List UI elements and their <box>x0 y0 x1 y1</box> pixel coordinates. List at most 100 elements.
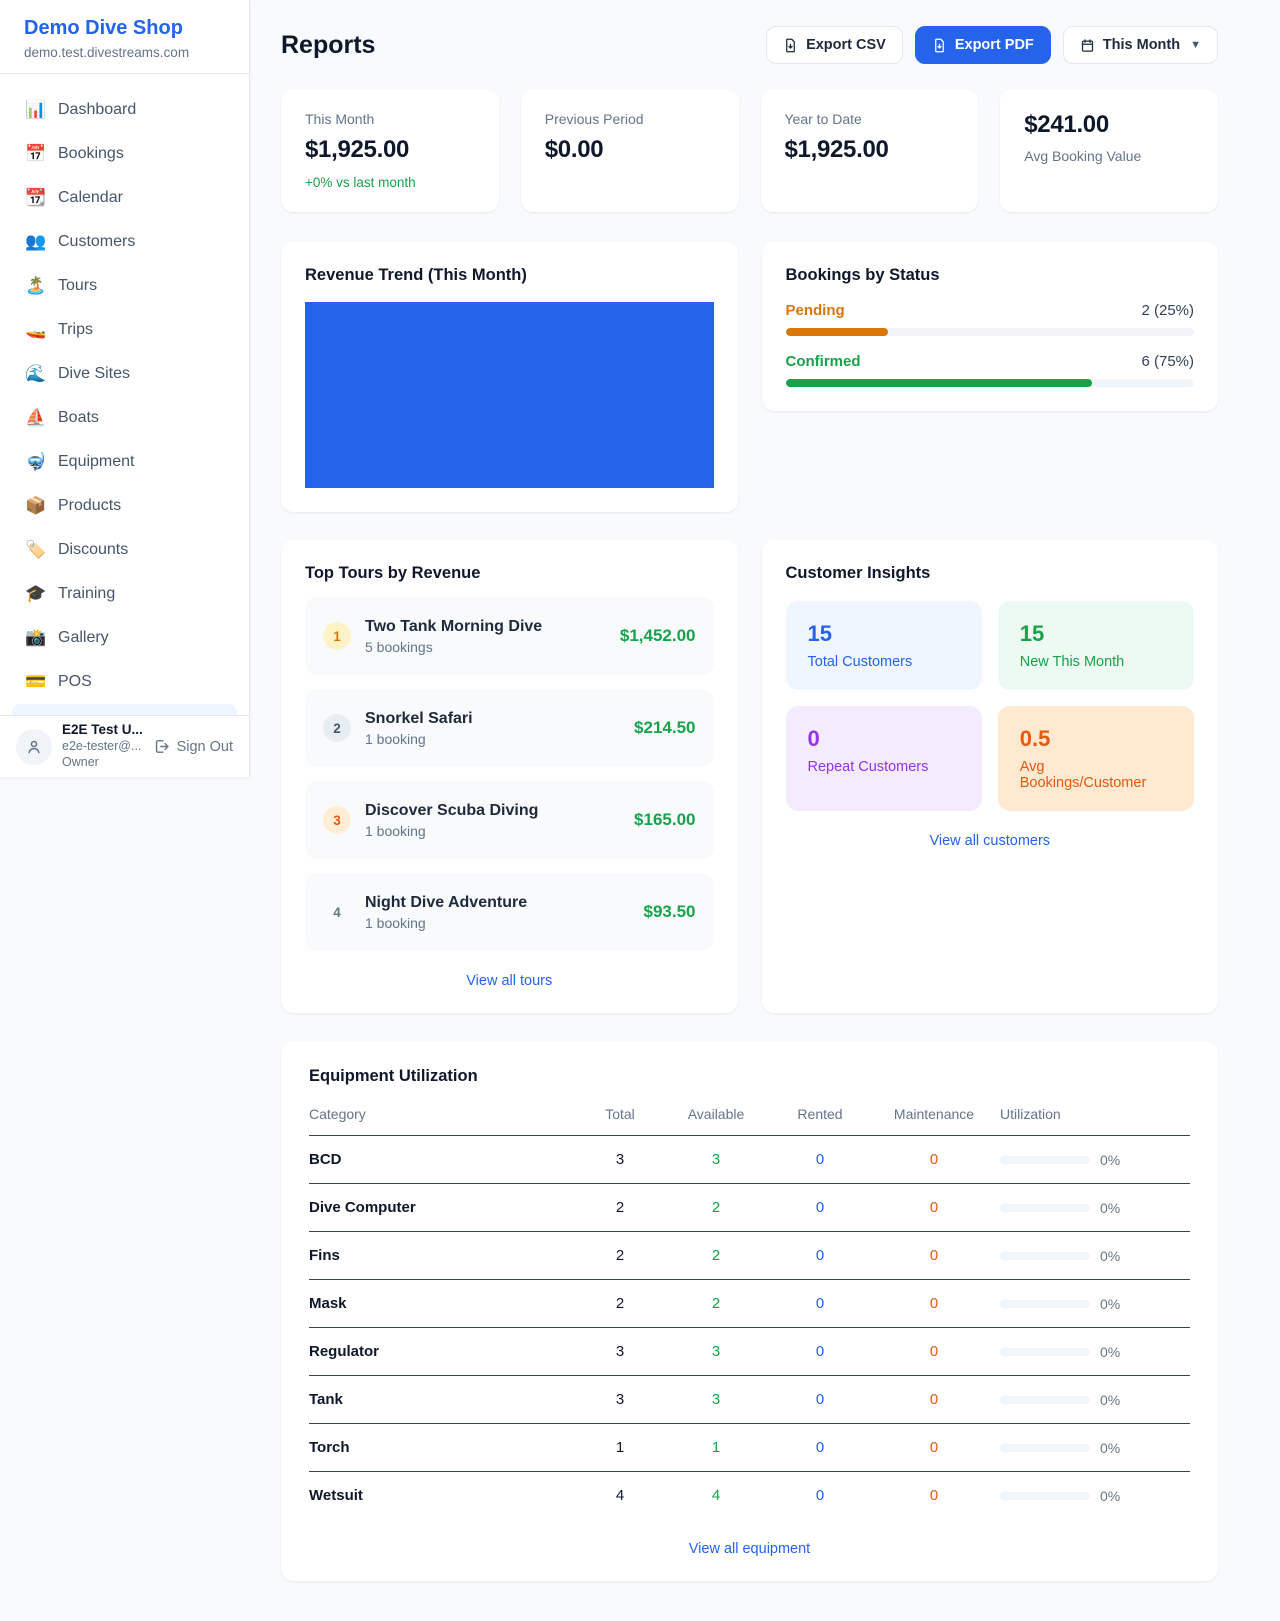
cell-maintenance: 0 <box>929 1151 939 1168</box>
sidebar-item-label: Products <box>58 497 122 514</box>
table-row: Wetsuit 4 4 0 0 0% <box>309 1472 1190 1519</box>
utilization-track <box>1000 1155 1090 1164</box>
bookings-calendar-icon: 📅 <box>25 144 47 163</box>
user-meta: E2E Test U... e2e-tester@... Owner <box>62 722 143 770</box>
stat-previous-period: Previous Period $0.00 <box>520 89 739 212</box>
table-row: Dive Computer 2 2 0 0 0% <box>309 1184 1190 1232</box>
insights-row: Top Tours by Revenue 1 Two Tank Morning … <box>281 540 1218 1013</box>
bookings-by-status-title: Bookings by Status <box>785 266 940 284</box>
utilization-percent: 0% <box>1100 1295 1121 1312</box>
sidebar-item-pos[interactable]: 💳 POS <box>12 660 237 704</box>
tour-row: 3 Discover Scuba Diving 1 booking $165.00 <box>305 781 714 859</box>
status-count: 6 (75%) <box>1141 353 1194 370</box>
sidebar-item-label: POS <box>58 673 92 690</box>
equipment-utilization-title: Equipment Utilization <box>309 1067 478 1085</box>
col-available: Available <box>687 1106 745 1122</box>
sidebar-nav: 📊 Dashboard 📅 Bookings 📆 Calendar 👥 Customer… <box>0 74 249 715</box>
utilization-track <box>1000 1443 1090 1452</box>
sidebar-item-calendar[interactable]: 📆 Calendar <box>12 176 237 220</box>
sign-out-label: Sign Out <box>176 738 233 755</box>
revenue-trend-card: Revenue Trend (This Month) <box>281 242 738 512</box>
period-dropdown[interactable]: This Month ▼ <box>1062 26 1218 64</box>
status-label: Pending <box>785 302 845 319</box>
cell-rented: 0 <box>815 1247 825 1264</box>
insight-new-this-month: 15 New This Month <box>997 601 1194 690</box>
utilization-track <box>1000 1395 1090 1404</box>
cell-utilization: 0% <box>1000 1152 1190 1168</box>
shop-domain: demo.test.divestreams.com <box>24 45 190 60</box>
shop-name: Demo Dive Shop <box>24 17 183 39</box>
cell-category: Regulator <box>309 1343 380 1360</box>
sidebar-item-dive-sites[interactable]: 🌊 Dive Sites <box>12 352 237 396</box>
utilization-track <box>1000 1491 1090 1500</box>
sidebar-item-products[interactable]: 📦 Products <box>12 484 237 528</box>
cell-category: Wetsuit <box>309 1487 363 1504</box>
tour-name: Discover Scuba Diving <box>365 801 539 819</box>
calendar-outline-icon <box>1081 38 1093 52</box>
camera-icon: 📸 <box>25 628 47 647</box>
cell-available: 3 <box>711 1391 721 1408</box>
credit-card-icon: 💳 <box>25 672 47 691</box>
cell-utilization: 0% <box>1000 1488 1190 1504</box>
cell-rented: 0 <box>815 1439 825 1456</box>
cell-rented: 0 <box>815 1199 825 1216</box>
sidebar-item-active-peek[interactable] <box>12 704 237 715</box>
cell-rented: 0 <box>815 1343 825 1360</box>
file-download-icon <box>934 38 944 52</box>
sidebar-item-training[interactable]: 🎓 Training <box>12 572 237 616</box>
sidebar-item-customers[interactable]: 👥 Customers <box>12 220 237 264</box>
sidebar-item-label: Boats <box>58 409 99 426</box>
table-row: Tank 3 3 0 0 0% <box>309 1376 1190 1424</box>
sidebar-item-discounts[interactable]: 🏷️ Discounts <box>12 528 237 572</box>
cell-rented: 0 <box>815 1487 825 1504</box>
tour-bookings: 1 booking <box>365 914 426 931</box>
sign-out-button[interactable]: Sign Out <box>153 738 233 755</box>
sidebar-item-boats[interactable]: ⛵ Boats <box>12 396 237 440</box>
header-actions: Export CSV Export PDF This Month ▼ <box>766 26 1218 64</box>
sidebar-item-bookings[interactable]: 📅 Bookings <box>12 132 237 176</box>
main-content: Reports Export CSV Export PDF This Month… <box>250 0 1280 1621</box>
sidebar-item-equipment[interactable]: 🤿 Equipment <box>12 440 237 484</box>
sidebar-item-gallery[interactable]: 📸 Gallery <box>12 616 237 660</box>
col-maintenance: Maintenance <box>893 1106 975 1122</box>
bookings-by-status-card: Bookings by Status Pending 2 (25%) Confi… <box>761 242 1218 411</box>
view-all-customers-link[interactable]: View all customers <box>929 833 1051 849</box>
insight-label: Avg Bookings/Customer <box>1019 759 1147 791</box>
island-icon: 🏝️ <box>25 276 47 295</box>
view-all-equipment-link[interactable]: View all equipment <box>688 1541 811 1557</box>
insight-value: 15 <box>1019 621 1045 646</box>
utilization-track <box>1000 1347 1090 1356</box>
cell-category: Fins <box>309 1247 340 1264</box>
col-rented: Rented <box>797 1106 843 1122</box>
sidebar-item-label: Dive Sites <box>58 365 131 382</box>
avatar <box>16 728 52 765</box>
status-label: Confirmed <box>785 353 861 370</box>
tour-name: Night Dive Adventure <box>365 893 528 911</box>
cell-total: 3 <box>615 1391 625 1408</box>
utilization-track <box>1000 1251 1090 1260</box>
export-csv-button[interactable]: Export CSV <box>766 26 903 64</box>
sidebar-item-dashboard[interactable]: 📊 Dashboard <box>12 88 237 132</box>
insight-repeat-customers: 0 Repeat Customers <box>785 706 982 811</box>
tour-row: 1 Two Tank Morning Dive 5 bookings $1,452… <box>305 597 714 675</box>
utilization-track <box>1000 1299 1090 1308</box>
stat-label: Avg Booking Value <box>1024 148 1142 164</box>
sidebar-item-label: Trips <box>58 321 93 338</box>
sidebar-item-trips[interactable]: 🚤 Trips <box>12 308 237 352</box>
sidebar-item-label: Calendar <box>58 189 123 206</box>
insight-grid: 15 Total Customers 15 New This Month 0 R… <box>785 601 1194 811</box>
utilization-percent: 0% <box>1100 1199 1121 1216</box>
status-row-confirmed: Confirmed 6 (75%) <box>785 353 1194 387</box>
revenue-trend-title: Revenue Trend (This Month) <box>305 266 527 284</box>
stat-avg-booking-value: $241.00 Avg Booking Value <box>1000 89 1218 212</box>
user-name: E2E Test U... <box>62 722 143 738</box>
stat-cards: This Month $1,925.00 +0% vs last month P… <box>281 89 1218 212</box>
view-all-tours-link[interactable]: View all tours <box>466 973 553 989</box>
sailboat-icon: ⛵ <box>25 408 47 427</box>
equipment-table: Category Total Available Rented Maintena… <box>309 1106 1190 1519</box>
stat-value: $241.00 <box>1024 111 1109 138</box>
progress-track <box>785 328 1194 336</box>
cell-total: 4 <box>615 1487 625 1504</box>
export-pdf-button[interactable]: Export PDF <box>914 26 1051 64</box>
sidebar-item-tours[interactable]: 🏝️ Tours <box>12 264 237 308</box>
